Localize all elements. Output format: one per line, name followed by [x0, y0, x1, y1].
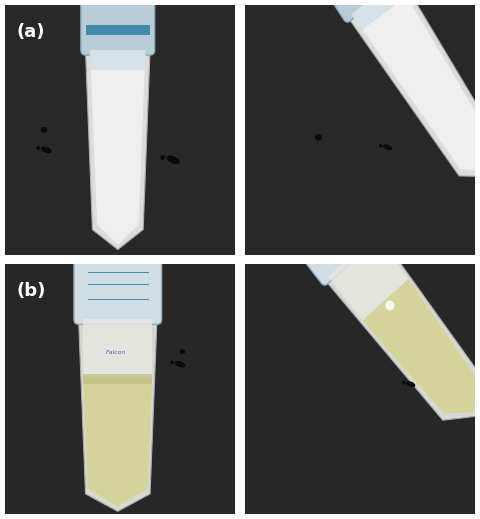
Polygon shape [362, 279, 479, 413]
Ellipse shape [167, 156, 179, 163]
Polygon shape [90, 50, 145, 244]
Polygon shape [351, 0, 408, 30]
FancyBboxPatch shape [284, 181, 383, 285]
Ellipse shape [315, 135, 321, 140]
Text: (a): (a) [16, 23, 45, 40]
Ellipse shape [37, 147, 39, 149]
FancyBboxPatch shape [313, 0, 406, 22]
Polygon shape [348, 0, 480, 176]
FancyBboxPatch shape [74, 260, 162, 324]
Ellipse shape [385, 301, 395, 310]
Polygon shape [325, 232, 480, 420]
Polygon shape [85, 50, 150, 250]
Ellipse shape [180, 350, 184, 353]
Ellipse shape [384, 145, 392, 149]
Polygon shape [79, 319, 157, 511]
Bar [85, 25, 150, 35]
Bar [83, 374, 152, 384]
Polygon shape [351, 0, 480, 172]
Bar [90, 50, 145, 70]
Polygon shape [83, 377, 152, 507]
Text: (b): (b) [16, 282, 46, 300]
Ellipse shape [41, 128, 47, 132]
Text: Falcon: Falcon [106, 350, 127, 355]
Ellipse shape [407, 382, 415, 387]
Polygon shape [328, 235, 408, 321]
Ellipse shape [176, 362, 185, 367]
Ellipse shape [403, 381, 405, 384]
Ellipse shape [161, 156, 164, 159]
Ellipse shape [171, 361, 173, 364]
Ellipse shape [380, 145, 382, 147]
Ellipse shape [42, 147, 51, 153]
FancyBboxPatch shape [81, 0, 155, 55]
Polygon shape [83, 319, 152, 377]
